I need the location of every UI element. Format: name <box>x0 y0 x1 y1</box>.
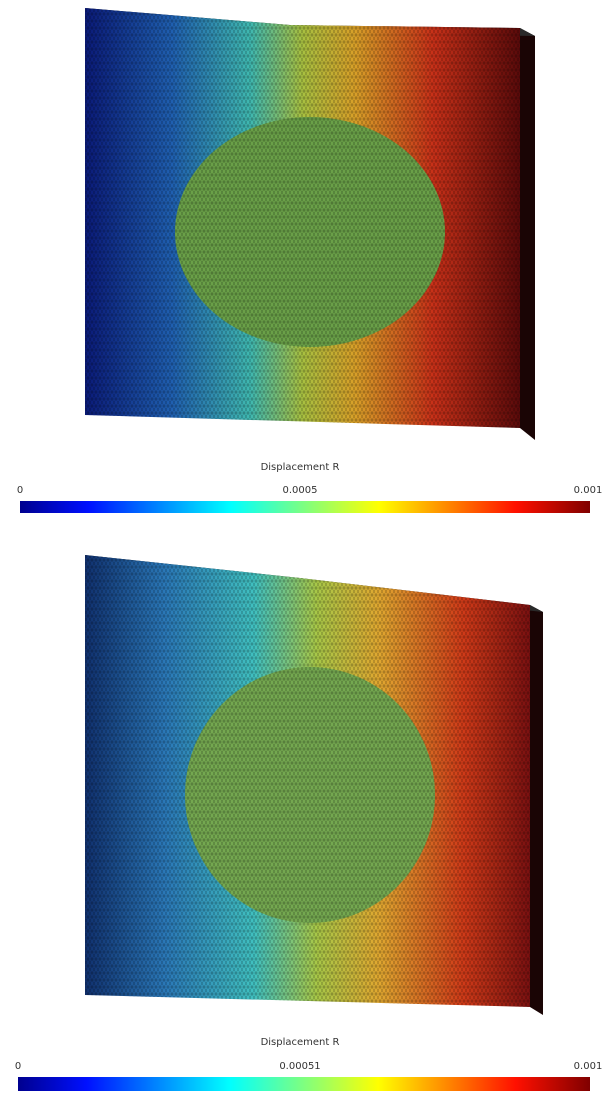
mesh <box>85 8 520 428</box>
colorbar <box>18 1077 590 1091</box>
colorbar-tick-label: 0.001 <box>574 1061 603 1072</box>
colorbar-tick-label: 0 <box>17 485 23 496</box>
colorbar-title: Displacement R <box>261 1037 340 1048</box>
figure: Displacement R 0 0.0005 0.001 Displaceme… <box>0 0 607 1093</box>
colorbar <box>20 501 590 513</box>
colorbar-title: Displacement R <box>261 462 340 473</box>
plate <box>85 8 535 440</box>
plate-side <box>530 605 543 1015</box>
plate-side <box>520 28 535 440</box>
colorbar-tick-label: 0.001 <box>574 485 603 496</box>
plate <box>85 555 543 1015</box>
mesh <box>85 555 530 1007</box>
colorbar-tick-label: 0 <box>15 1061 21 1072</box>
page: {"panels": [ {"colorbar": {"title": "Dis… <box>0 0 607 1093</box>
colorbar-tick-label: 0.00051 <box>279 1061 320 1072</box>
colorbar-tick-label: 0.0005 <box>283 485 318 496</box>
